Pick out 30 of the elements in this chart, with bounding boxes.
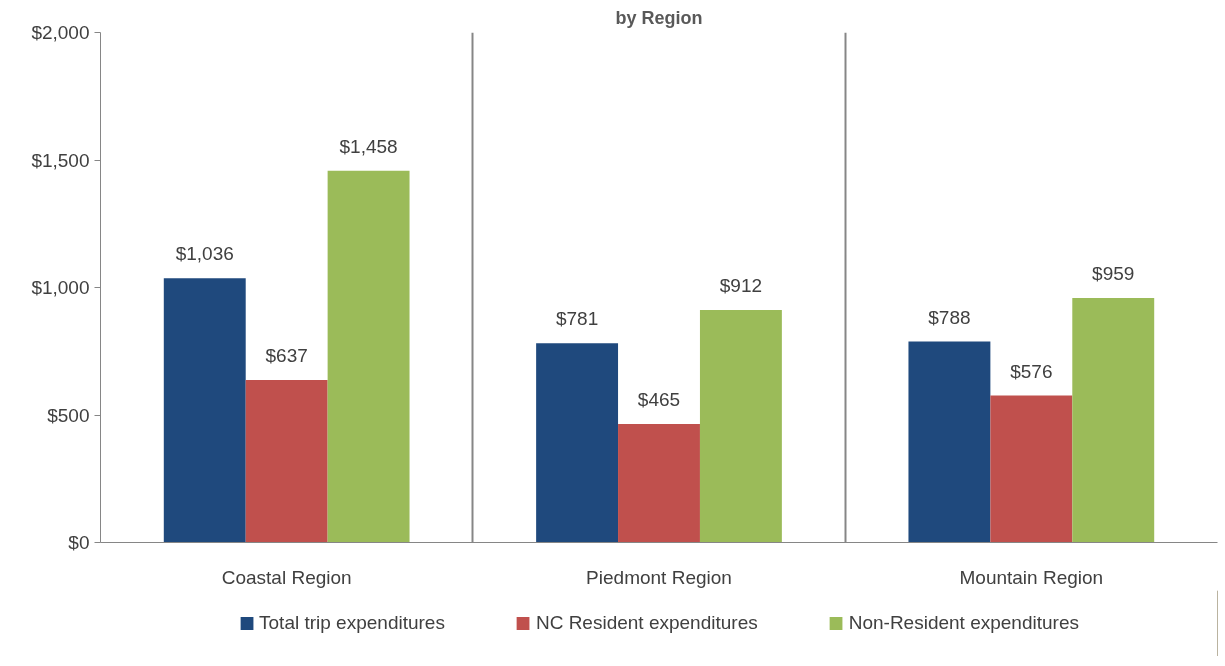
chart-title: by Region <box>615 7 703 28</box>
y-tick-label: $2,000 <box>31 22 90 43</box>
bar <box>618 423 700 543</box>
legend-label: Total trip expenditures <box>259 612 445 634</box>
data-label: $637 <box>265 345 308 367</box>
data-label: $912 <box>719 274 763 296</box>
data-label: $576 <box>1010 360 1053 382</box>
bar <box>327 170 410 543</box>
bar <box>163 278 246 543</box>
bar <box>245 380 328 543</box>
x-tick-label: Mountain Region <box>959 566 1104 588</box>
bar <box>908 341 991 543</box>
data-label: $1,036 <box>175 243 234 265</box>
data-label: $788 <box>928 306 971 328</box>
data-label: $465 <box>637 388 681 410</box>
y-tick-label: $0 <box>68 532 90 553</box>
y-tick-label: $500 <box>47 404 90 426</box>
bar <box>990 395 1073 543</box>
y-tick-label: $1,000 <box>31 277 90 298</box>
bar <box>1072 297 1155 543</box>
bar <box>536 343 619 543</box>
data-label: $959 <box>1092 262 1135 284</box>
x-tick-label: Piedmont Region <box>586 566 732 588</box>
bar <box>699 309 782 543</box>
legend-label: Non-Resident expenditures <box>848 612 1079 634</box>
legend-label: NC Resident expenditures <box>535 612 758 634</box>
data-label: $1,458 <box>339 135 398 157</box>
y-tick-label: $1,500 <box>31 149 90 171</box>
data-label: $781 <box>555 308 599 330</box>
x-tick-label: Coastal Region <box>221 566 352 588</box>
